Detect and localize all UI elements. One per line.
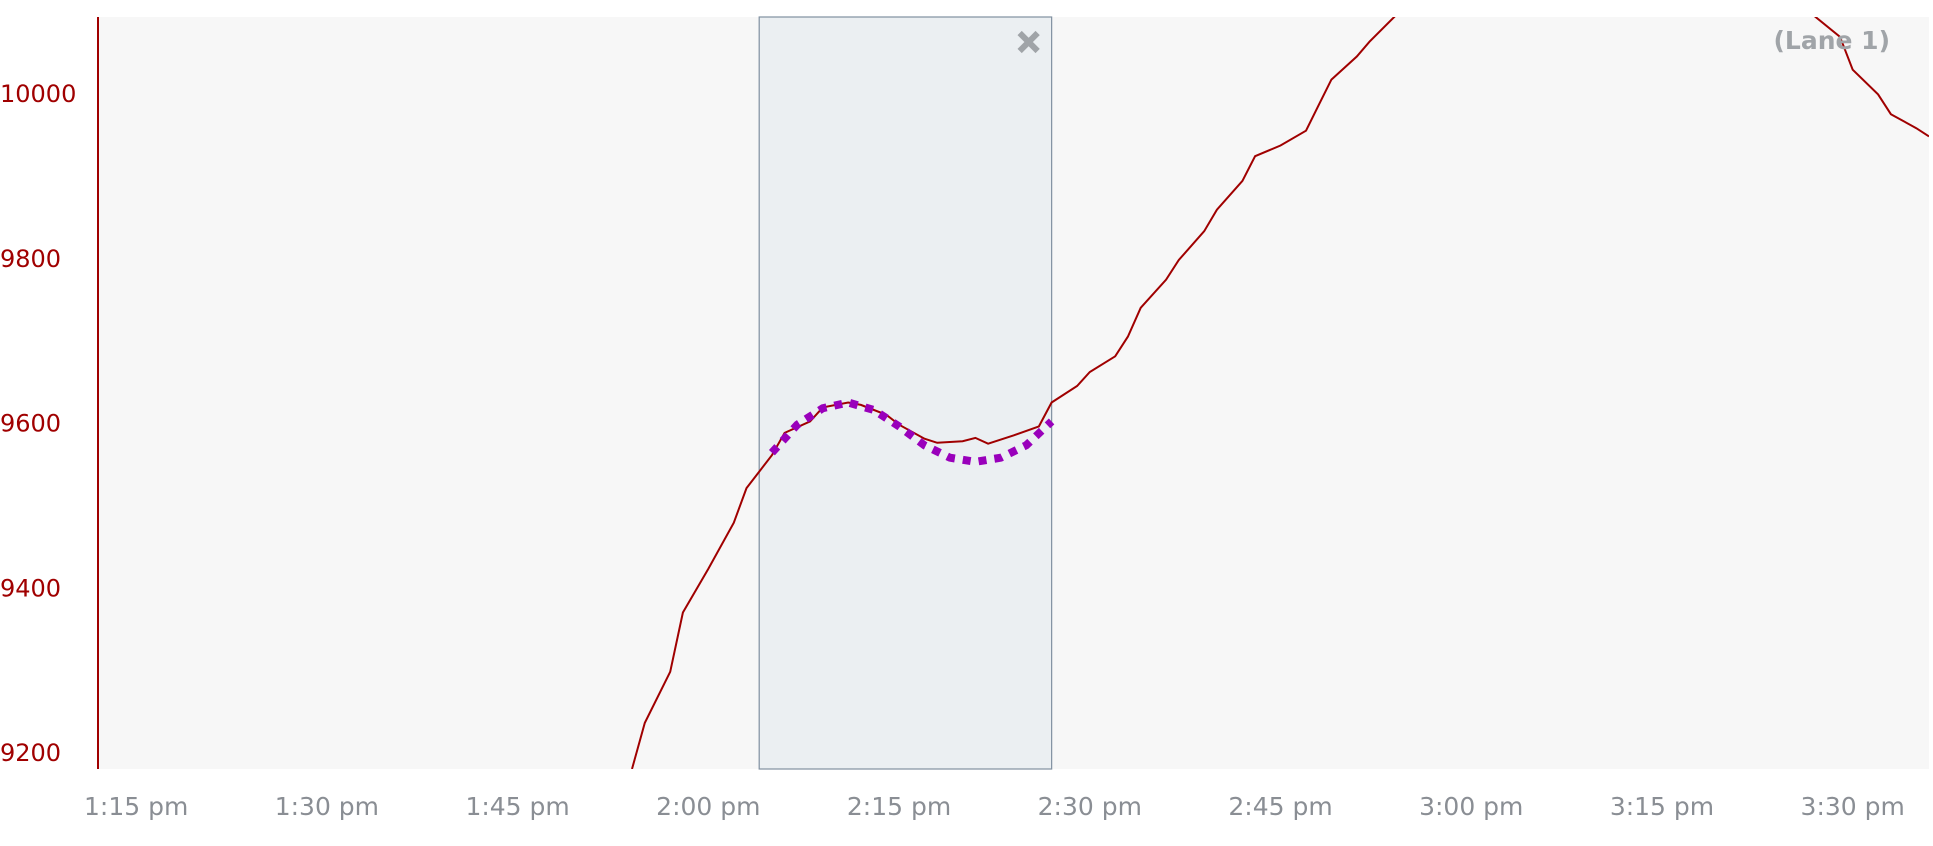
x-tick-label: 1:45 pm — [465, 792, 569, 821]
plot-lines — [631, 17, 1929, 769]
selection-band — [758, 16, 1053, 770]
x-tick-label: 2:15 pm — [847, 792, 951, 821]
y-tick-label: 9800 — [0, 245, 61, 273]
x-tick-label: 3:15 pm — [1610, 792, 1714, 821]
series-line — [768, 398, 1055, 466]
y-tick-label: 9600 — [0, 410, 61, 438]
x-tick-label: 1:30 pm — [275, 792, 379, 821]
x-tick-label: 3:30 pm — [1801, 792, 1905, 821]
close-icon — [1017, 30, 1040, 54]
x-tick-label: 2:30 pm — [1038, 792, 1142, 821]
close-button[interactable] — [1017, 30, 1040, 54]
series-line — [631, 17, 1929, 769]
x-tick-label: 2:00 pm — [656, 792, 760, 821]
x-tick-label: 2:45 pm — [1228, 792, 1332, 821]
x-tick-label: 3:00 pm — [1419, 792, 1523, 821]
lane-label: (Lane 1) — [1773, 26, 1890, 55]
x-tick-label: 1:15 pm — [84, 792, 188, 821]
y-tick-label: 10000 — [0, 80, 76, 108]
y-tick-label: 9400 — [0, 574, 61, 602]
y-tick-label: 9200 — [0, 739, 61, 767]
